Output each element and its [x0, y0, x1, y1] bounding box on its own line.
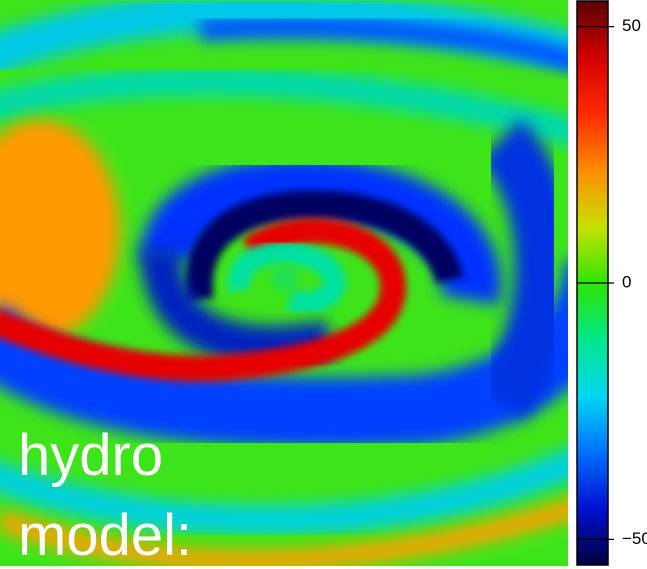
simulation-image: hydro model: [0, 0, 600, 568]
tick-label: −50 [622, 529, 647, 548]
page: {"chart_data": {"type": "heatmap", "anno… [0, 0, 647, 569]
tick-label: 0 [622, 272, 631, 291]
annotation: hydro [18, 423, 163, 488]
annotation: model: [18, 503, 192, 568]
figure: hydro model: 50 0 −50 [0, 0, 647, 569]
tick-label: 50 [622, 16, 641, 35]
